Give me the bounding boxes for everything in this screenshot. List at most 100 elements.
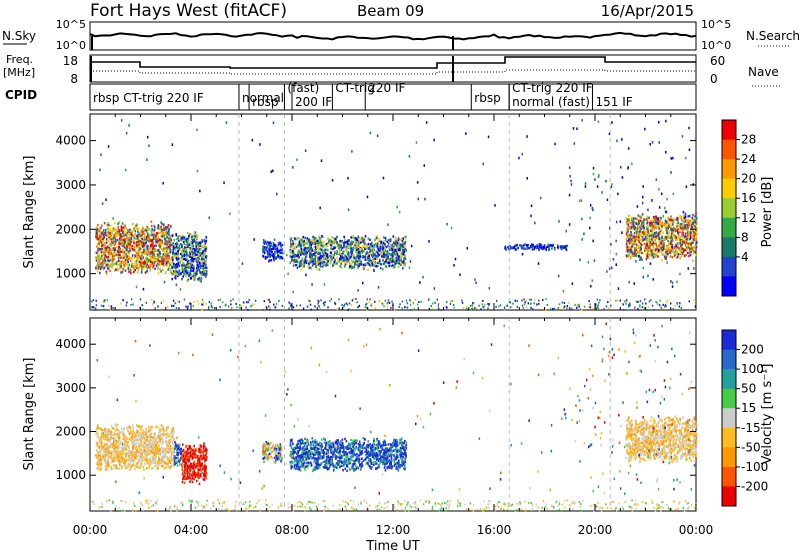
sparse-echo-cell xyxy=(107,145,110,148)
echo-cell xyxy=(140,247,142,251)
echo-cell xyxy=(347,239,349,242)
echo-cell xyxy=(661,259,663,262)
echo-cell xyxy=(646,216,648,219)
echo-cell xyxy=(139,432,142,435)
echo-cell xyxy=(192,251,195,255)
echo-cell xyxy=(665,224,667,227)
ground-scatter-cell xyxy=(688,300,690,303)
sparse-echo-cell xyxy=(591,206,594,210)
echo-cell xyxy=(681,222,683,225)
echo-cell xyxy=(117,428,119,432)
echo-cell xyxy=(647,251,650,254)
sparse-echo-cell xyxy=(628,238,630,241)
echo-cell xyxy=(671,247,674,250)
echo-cell xyxy=(386,254,388,257)
echo-cell xyxy=(198,265,200,268)
echo-cell xyxy=(109,230,111,233)
sparse-echo-cell xyxy=(679,272,681,276)
echo-cell xyxy=(644,233,647,236)
ground-scatter-cell xyxy=(521,304,524,307)
echo-cell xyxy=(110,263,112,266)
ground-scatter-cell xyxy=(478,304,480,307)
echo-cell xyxy=(203,257,205,261)
ground-scatter-cell xyxy=(110,305,112,308)
echo-cell xyxy=(135,266,138,269)
echo-cell xyxy=(534,245,537,248)
echo-cell xyxy=(290,245,292,248)
sparse-echo-cell xyxy=(425,121,428,124)
ground-scatter-cell xyxy=(546,303,549,306)
echo-cell xyxy=(113,254,116,257)
echo-cell xyxy=(168,266,170,269)
echo-cell xyxy=(141,269,144,272)
echo-cell xyxy=(347,255,350,258)
ground-scatter-cell xyxy=(487,303,489,305)
echo-cell xyxy=(167,237,170,240)
echo-cell xyxy=(650,257,653,260)
echo-cell xyxy=(307,247,309,250)
echo-cell xyxy=(183,254,186,258)
echo-cell xyxy=(120,271,122,274)
sparse-echo-cell xyxy=(665,150,667,154)
echo-cell xyxy=(308,249,310,253)
echo-cell xyxy=(96,249,99,252)
ground-scatter-cell xyxy=(514,299,516,302)
ground-scatter-cell xyxy=(549,307,552,310)
echo-cell xyxy=(323,251,325,254)
sparse-echo-cell xyxy=(482,162,484,166)
echo-cell xyxy=(162,249,164,252)
echo-cell xyxy=(351,249,353,252)
sparse-echo-cell xyxy=(357,289,359,292)
cpid-segment-label: normal xyxy=(242,91,284,105)
echo-cell xyxy=(308,239,311,242)
ground-scatter-cell xyxy=(436,298,438,301)
echo-cell xyxy=(168,254,170,258)
echo-cell xyxy=(349,256,352,259)
echo-cell xyxy=(343,257,346,260)
ground-scatter-cell xyxy=(343,305,345,308)
echo-cell xyxy=(157,226,159,229)
echo-cell xyxy=(363,255,365,259)
echo-cell xyxy=(169,445,172,448)
echo-cell xyxy=(137,261,139,264)
echo-cell xyxy=(133,245,136,248)
echo-cell xyxy=(368,254,370,258)
echo-cell xyxy=(262,254,264,258)
sparse-echo-cell xyxy=(581,217,583,221)
sparse-echo-cell xyxy=(689,214,691,218)
echo-cell xyxy=(684,224,686,227)
echo-cell xyxy=(200,274,202,277)
ground-scatter-cell xyxy=(289,305,292,308)
echo-cell xyxy=(190,262,193,265)
echo-cell xyxy=(122,262,125,266)
sparse-echo-cell xyxy=(488,287,490,290)
ground-scatter-cell xyxy=(366,302,368,305)
echo-cell xyxy=(377,251,379,255)
echo-cell xyxy=(196,234,199,237)
echo-cell xyxy=(638,251,641,255)
echo-cell xyxy=(678,247,680,250)
echo-cell xyxy=(331,264,334,268)
echo-cell xyxy=(351,251,353,255)
echo-cell xyxy=(156,253,158,256)
ground-scatter-cell xyxy=(231,307,233,310)
echo-cell xyxy=(158,259,160,263)
echo-cell xyxy=(143,232,145,235)
echo-cell xyxy=(118,237,121,240)
echo-cell xyxy=(112,464,115,467)
echo-cell xyxy=(150,247,152,250)
echo-cell xyxy=(403,253,405,256)
echo-cell xyxy=(271,248,274,251)
echo-cell xyxy=(371,250,374,253)
ground-scatter-cell xyxy=(647,306,649,309)
echo-cell xyxy=(398,241,401,244)
echo-cell xyxy=(155,244,157,247)
echo-cell xyxy=(203,244,206,247)
sparse-echo-cell xyxy=(673,227,675,230)
echo-cell xyxy=(123,252,126,256)
sparse-echo-cell xyxy=(276,192,278,196)
echo-cell xyxy=(268,249,271,252)
echo-cell xyxy=(104,254,107,257)
echo-cell xyxy=(121,257,123,261)
ground-scatter-cell xyxy=(239,306,241,309)
